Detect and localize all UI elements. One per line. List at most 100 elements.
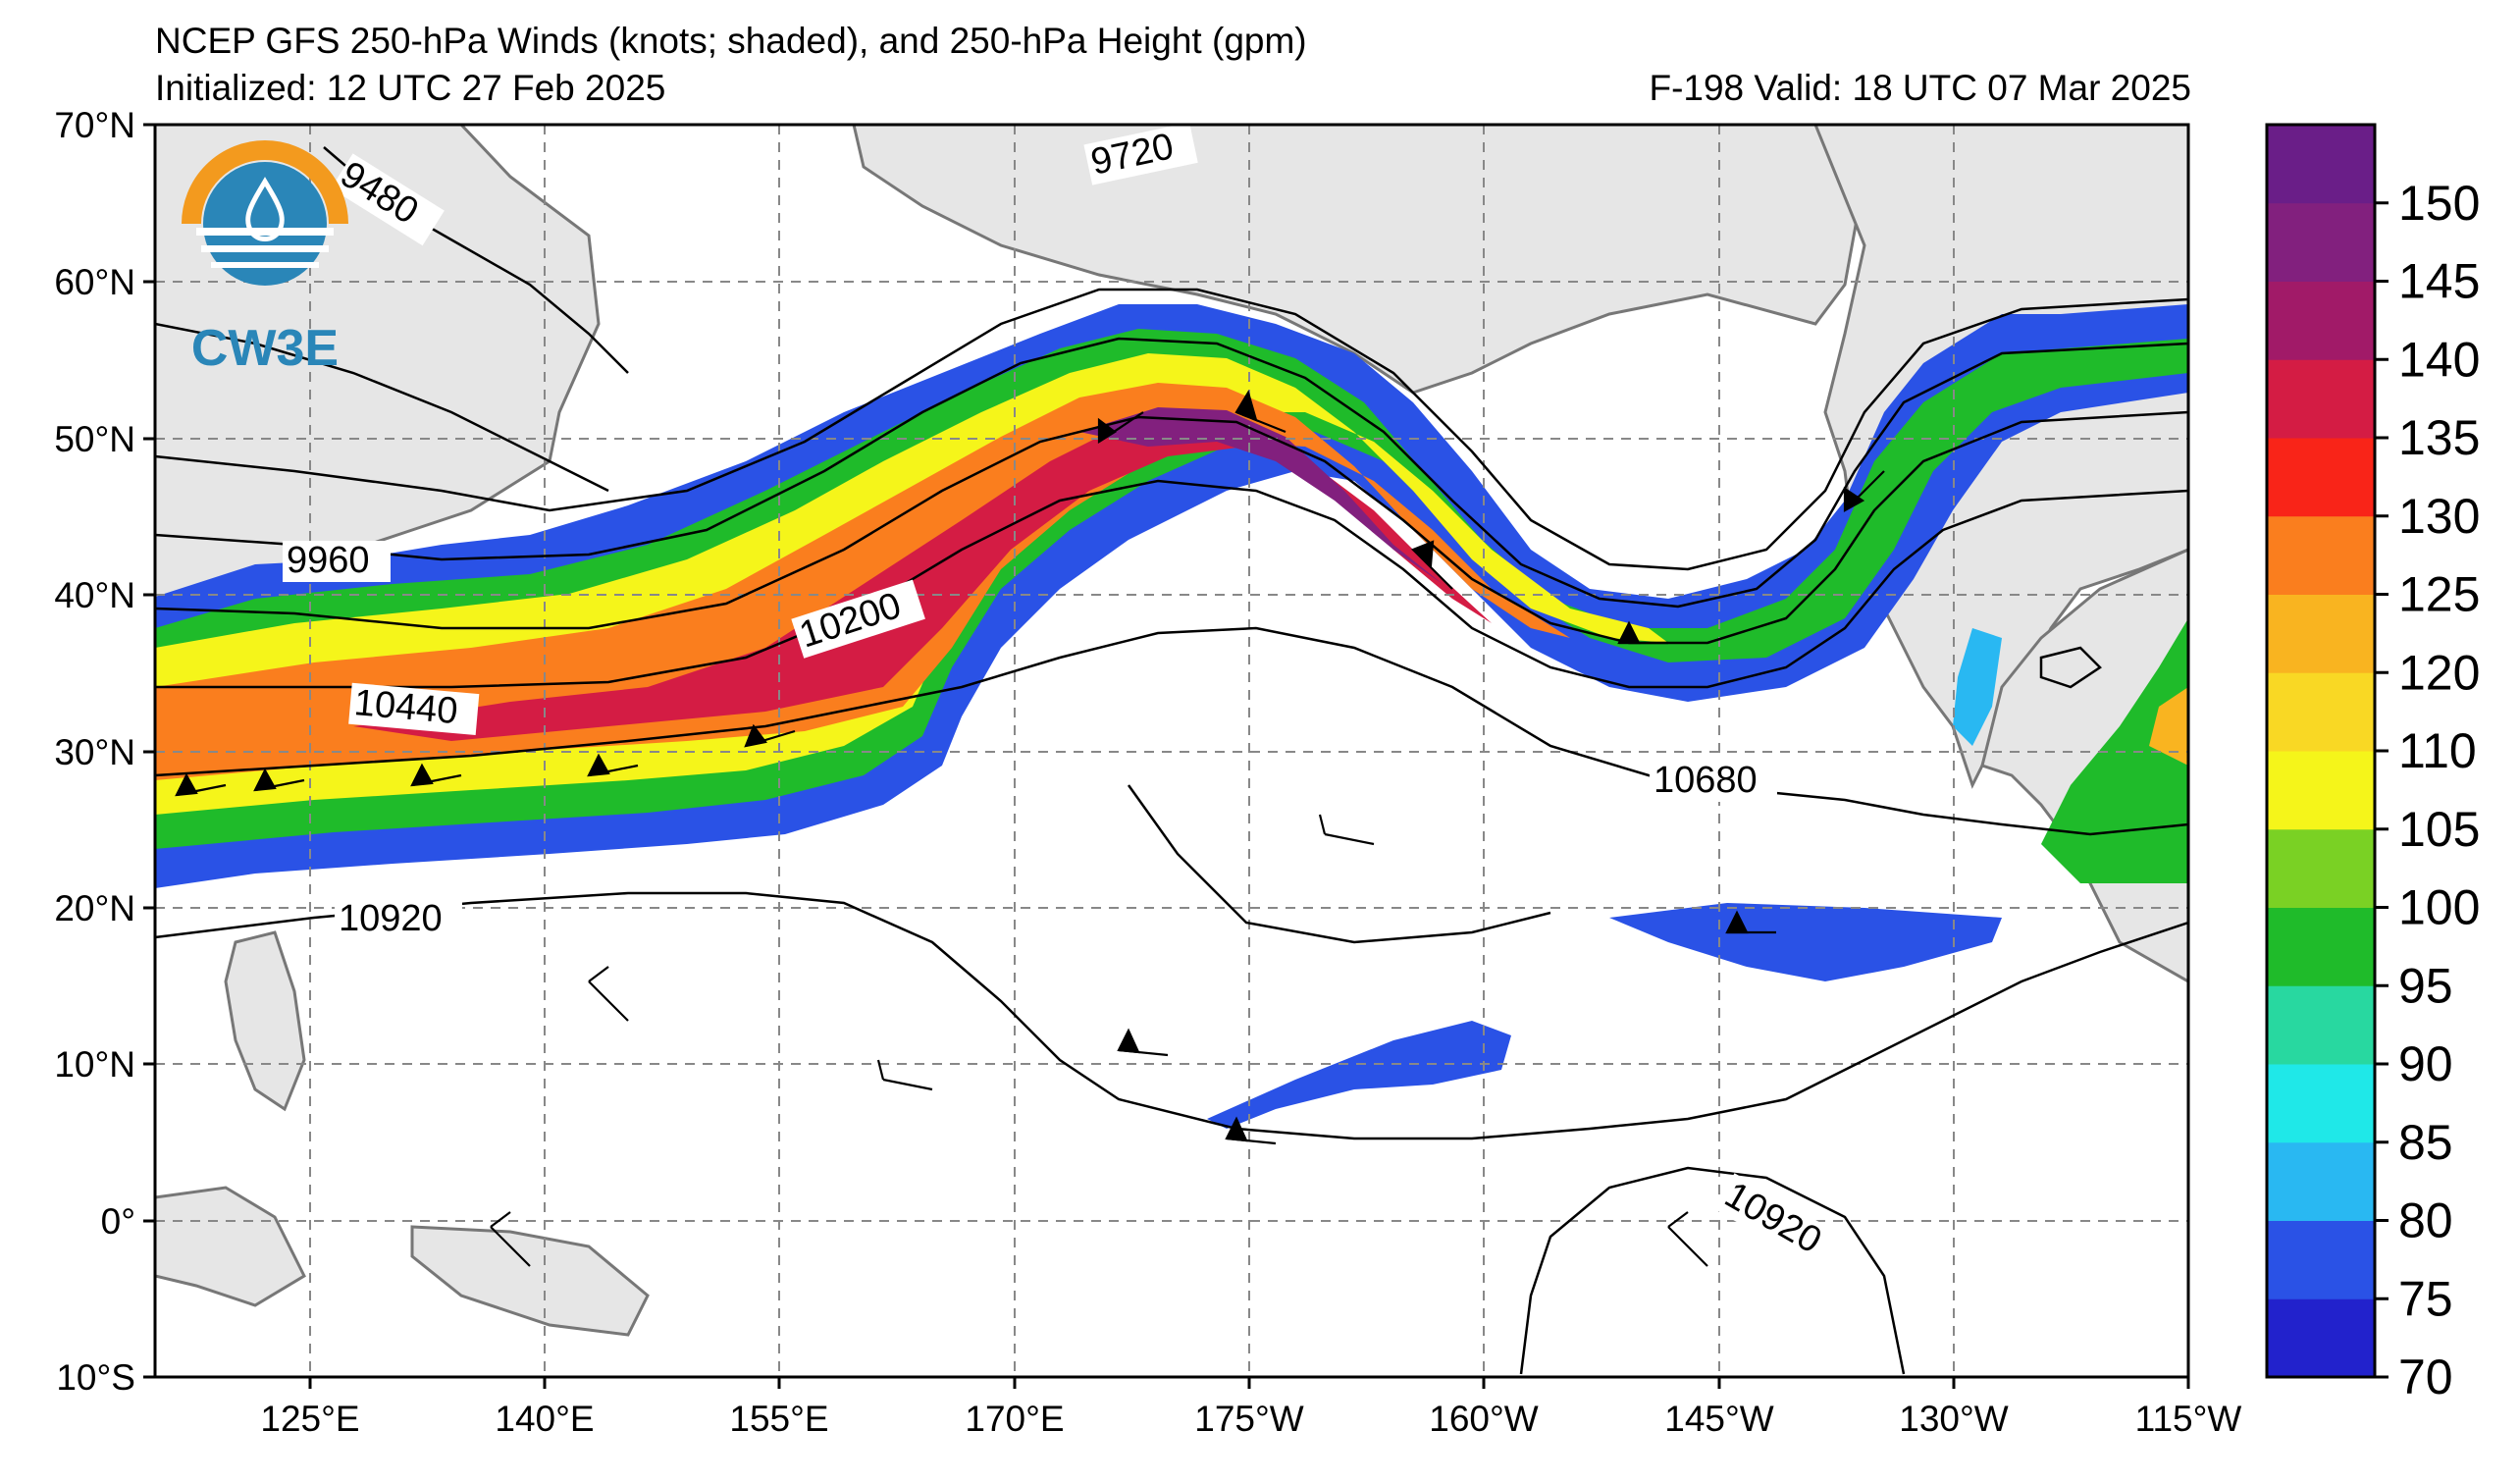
colorbar-label: 130 bbox=[2398, 489, 2480, 544]
alaska-land bbox=[852, 125, 1866, 395]
lat-label: 10°N bbox=[54, 1044, 135, 1085]
drop-icon bbox=[245, 177, 285, 241]
colorbar-cell bbox=[2267, 1220, 2375, 1299]
colorbar-cell bbox=[2267, 1298, 2375, 1378]
blob-offshore-low bbox=[1953, 628, 2002, 746]
wind-barb bbox=[587, 753, 639, 777]
colorbar-label: 145 bbox=[2398, 254, 2480, 309]
wind-barb bbox=[1234, 390, 1286, 434]
lon-label: 145°W bbox=[1664, 1399, 1774, 1439]
lon-label: 115°W bbox=[2135, 1399, 2242, 1439]
blob-subtropical-east bbox=[1609, 903, 2002, 981]
wind-barb bbox=[1097, 411, 1144, 444]
lon-label: 155°E bbox=[729, 1399, 828, 1439]
lat-label: 20°N bbox=[54, 888, 135, 928]
valid-time: F-198 Valid: 18 UTC 07 Mar 2025 bbox=[1649, 68, 2191, 108]
lon-label: 170°E bbox=[965, 1399, 1064, 1439]
lon-label: 160°W bbox=[1429, 1399, 1539, 1439]
colorbar-label: 75 bbox=[2398, 1271, 2453, 1326]
logo-disc bbox=[203, 162, 327, 286]
colorbar-label: 100 bbox=[2398, 880, 2480, 935]
colorbar-label: 110 bbox=[2398, 723, 2477, 778]
colorbar-labels: 150 145 140 135 130 125 120 110 105 100 95 90 85 80 75… bbox=[2398, 176, 2480, 1404]
philippines-land bbox=[224, 930, 306, 1112]
wind-barb bbox=[1117, 1028, 1169, 1057]
axis-ticks bbox=[143, 123, 2190, 1389]
wind-barb bbox=[1617, 620, 1668, 645]
contour-label: 10920 bbox=[339, 898, 443, 939]
colorbar-label: 95 bbox=[2398, 958, 2453, 1013]
lon-label: 140°E bbox=[495, 1399, 594, 1439]
wind-barb bbox=[1843, 470, 1885, 512]
contour-label: 10680 bbox=[1654, 760, 1758, 801]
jet-core-150kt bbox=[1079, 407, 1443, 584]
colorbar-label: 70 bbox=[2398, 1350, 2453, 1404]
jet-band-125kt bbox=[155, 383, 1570, 780]
colorbar-cells bbox=[2267, 125, 2375, 1378]
logo-text: CW3E bbox=[191, 320, 339, 377]
height-contours bbox=[155, 146, 2188, 1375]
colorbar-cell bbox=[2267, 907, 2375, 986]
map-title: NCEP GFS 250-hPa Winds (knots; shaded), … bbox=[155, 21, 1307, 61]
colorbar-label: 90 bbox=[2398, 1036, 2453, 1091]
lat-lon-grid bbox=[155, 125, 2188, 1377]
cw3e-logo: CW3E bbox=[182, 140, 348, 377]
colorbar-cell bbox=[2267, 202, 2375, 282]
lat-axis: 70°N 60°N 50°N 40°N 30°N 20°N 10°N 0° 10… bbox=[54, 105, 135, 1398]
wind-barb bbox=[490, 1211, 531, 1267]
lon-axis: 125°E 140°E 155°E 170°E 175°W 160°W 145°… bbox=[260, 1399, 2241, 1439]
wind-barb bbox=[588, 966, 629, 1022]
canada-land bbox=[1813, 125, 2188, 789]
contour-label: 10440 bbox=[352, 682, 459, 732]
colorbar-cell bbox=[2267, 1064, 2375, 1143]
wind-barb bbox=[1410, 540, 1453, 590]
colorbar-cell bbox=[2267, 985, 2375, 1065]
blob-west-coast-core bbox=[2149, 687, 2188, 766]
wind-barb bbox=[1318, 814, 1375, 846]
lat-label: 70°N bbox=[54, 105, 135, 145]
colorbar-label: 150 bbox=[2398, 176, 2480, 231]
colorbar-label: 125 bbox=[2398, 567, 2480, 622]
colorbar-label: 80 bbox=[2398, 1193, 2453, 1248]
wind-barb bbox=[253, 768, 305, 792]
colorbar: 150 145 140 135 130 125 120 110 105 100 95 90 85 80 75… bbox=[2265, 123, 2480, 1404]
colorbar-cell bbox=[2267, 594, 2375, 673]
lat-label: 10°S bbox=[56, 1357, 135, 1398]
colorbar-cell bbox=[2267, 125, 2375, 204]
lon-label: 130°W bbox=[1899, 1399, 2009, 1439]
colorbar-cell bbox=[2267, 1141, 2375, 1221]
colorbar-label: 135 bbox=[2398, 410, 2480, 465]
contour-label: 10920 bbox=[1718, 1174, 1829, 1261]
colorbar-cell bbox=[2267, 359, 2375, 439]
wind-barbs bbox=[175, 390, 1885, 1267]
wind-barb bbox=[1725, 910, 1776, 934]
wind-barb bbox=[744, 723, 796, 748]
lon-label: 125°E bbox=[260, 1399, 359, 1439]
wind-barb bbox=[1225, 1116, 1277, 1145]
logo-arc bbox=[182, 140, 348, 225]
lat-label: 0° bbox=[101, 1201, 135, 1242]
lat-label: 30°N bbox=[54, 732, 135, 772]
jet-core-140kt bbox=[353, 417, 1492, 741]
lat-label: 50°N bbox=[54, 419, 135, 459]
wind-barb bbox=[175, 772, 227, 797]
colorbar-cell bbox=[2267, 438, 2375, 517]
lat-label: 40°N bbox=[54, 575, 135, 615]
wind-barb bbox=[876, 1059, 933, 1091]
colorbar-cell bbox=[2267, 751, 2375, 830]
colorbar-label: 120 bbox=[2398, 645, 2480, 700]
colorbar-label: 85 bbox=[2398, 1115, 2453, 1170]
contour-label-group: 9480 9720 9960 10200 10440 10680 10920 1… bbox=[283, 125, 1846, 1273]
lat-label: 60°N bbox=[54, 262, 135, 302]
blob-tropical-mid bbox=[1207, 1021, 1511, 1129]
land-layer bbox=[155, 125, 2188, 1337]
colorbar-ticks bbox=[2375, 201, 2389, 1379]
wind-barb bbox=[1667, 1211, 1708, 1267]
lon-label: 175°W bbox=[1194, 1399, 1304, 1439]
wind-barb bbox=[410, 763, 462, 787]
colorbar-label: 140 bbox=[2398, 332, 2480, 387]
init-time: Initialized: 12 UTC 27 Feb 2025 bbox=[155, 68, 666, 108]
colorbar-cell bbox=[2267, 515, 2375, 595]
colorbar-cell bbox=[2267, 281, 2375, 360]
